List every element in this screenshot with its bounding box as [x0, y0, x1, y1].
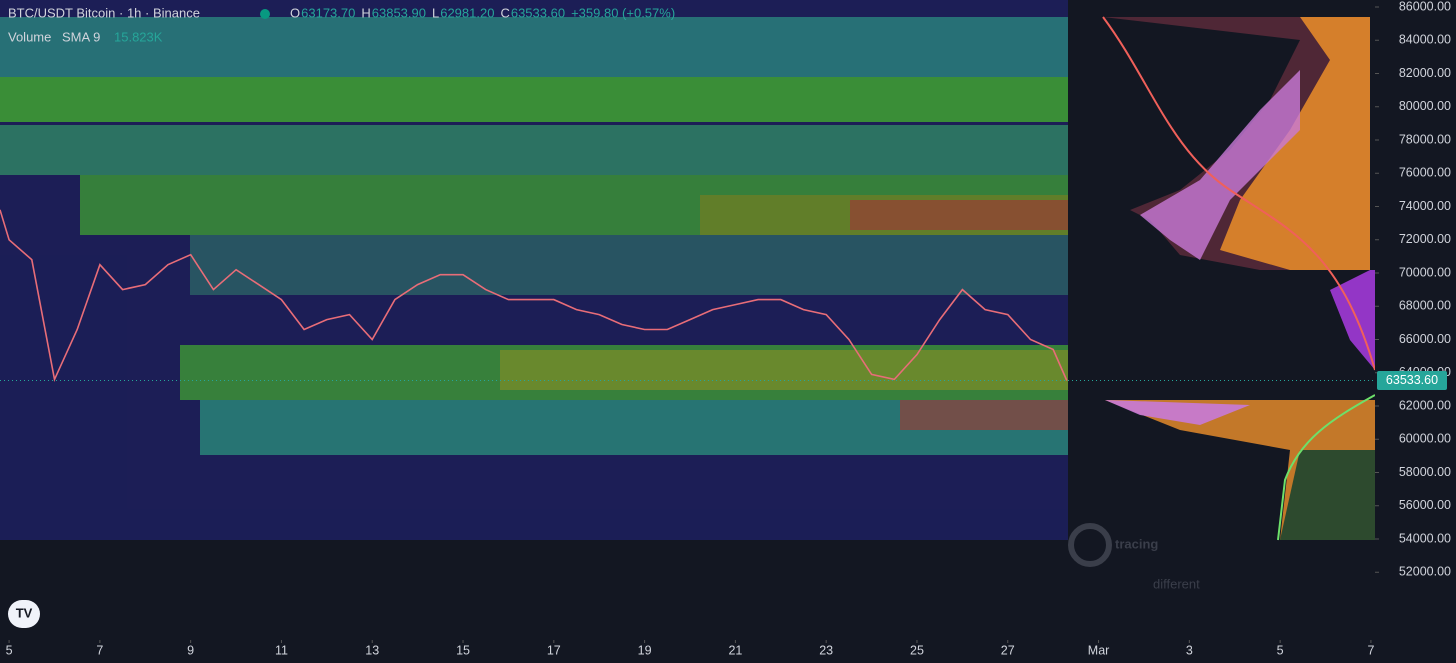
ohlc-value: 63853.90 — [372, 5, 426, 20]
profile-curve — [1102, 16, 1376, 371]
heatmap-band — [0, 77, 1068, 122]
volume-name: Volume — [8, 29, 51, 44]
profile-area — [1330, 270, 1375, 370]
heatmap-band — [0, 17, 1068, 77]
x-tick-label: 9 — [187, 643, 194, 657]
x-tick-label: 11 — [275, 643, 288, 657]
ohlc-key: L — [432, 5, 439, 20]
x-tick-label: Mar — [1088, 643, 1110, 657]
y-tick-label: 80000.00 — [1399, 99, 1451, 113]
ohlc-value: 63533.60 — [511, 5, 565, 20]
x-tick-label: 3 — [1186, 643, 1193, 657]
volume-profile — [1102, 16, 1376, 541]
title: BTC/USDT Bitcoin · 1h · Binance — [8, 5, 200, 20]
x-tick-label: 13 — [365, 643, 379, 657]
heatmap-band — [190, 235, 1068, 295]
y-tick-label: 52000.00 — [1399, 565, 1451, 579]
y-tick-label: 56000.00 — [1399, 498, 1451, 512]
volume-study: SMA 9 — [62, 29, 100, 44]
profile-area — [1105, 400, 1250, 425]
change: +359.80 (+0.57%) — [571, 5, 675, 20]
y-tick-label: 62000.00 — [1399, 398, 1451, 412]
y-tick-label: 68000.00 — [1399, 299, 1451, 313]
profile-area — [1280, 450, 1375, 540]
x-tick-label: 7 — [96, 643, 103, 657]
x-tick-label: 17 — [547, 643, 561, 657]
y-tick-label: 78000.00 — [1399, 132, 1451, 146]
status-dot — [260, 9, 270, 19]
ohlc-value: 62981.20 — [440, 5, 494, 20]
watermark-logo — [1068, 523, 1112, 567]
profile-area — [1140, 70, 1300, 260]
profile-curve — [1277, 394, 1376, 541]
y-tick-label: 82000.00 — [1399, 66, 1451, 80]
heatmap-band — [0, 125, 1068, 175]
y-tick-label: 84000.00 — [1399, 33, 1451, 47]
y-tick-label: 54000.00 — [1399, 531, 1451, 545]
x-tick-label: 5 — [1277, 643, 1284, 657]
heatmap — [0, 0, 1068, 540]
x-tick-label: 5 — [6, 643, 13, 657]
price-line — [0, 209, 1068, 383]
x-tick-label: 25 — [910, 643, 924, 657]
last-price-tag — [1377, 371, 1447, 391]
x-tick-label: 21 — [728, 643, 742, 657]
x-tick-label: 19 — [638, 643, 652, 657]
last-price-text: 63533.60 — [1386, 373, 1438, 387]
ohlc-key: H — [361, 5, 370, 20]
heatmap-band — [500, 350, 1068, 390]
y-tick-label: 86000.00 — [1399, 0, 1451, 13]
x-tick-label: 27 — [1001, 643, 1015, 657]
y-tick-label: 66000.00 — [1399, 332, 1451, 346]
heatmap-band — [900, 400, 1068, 430]
heatmap-band — [850, 200, 1068, 230]
volume-value: 15.823K — [114, 29, 163, 44]
watermark: tracing — [1115, 536, 1158, 551]
y-tick-label: 70000.00 — [1399, 265, 1451, 279]
ohlc-value: 63173.70 — [301, 5, 355, 20]
ohlc-key: O — [290, 5, 300, 20]
x-tick-label: 7 — [1367, 643, 1374, 657]
ohlc-key: C — [500, 5, 509, 20]
tv-logo-text: TV — [16, 605, 33, 620]
watermark: different — [1153, 576, 1200, 591]
y-tick-label: 76000.00 — [1399, 166, 1451, 180]
x-tick-label: 15 — [456, 643, 470, 657]
x-tick-label: 23 — [819, 643, 833, 657]
tv-logo[interactable] — [8, 600, 40, 628]
y-tick-label: 74000.00 — [1399, 199, 1451, 213]
ohlc: O 63173.70 H 63853.90 L 62981.20 C 63533.60 — [290, 5, 565, 20]
y-tick-label: 58000.00 — [1399, 465, 1451, 479]
price-axis — [1375, 0, 1456, 663]
y-tick-label: 72000.00 — [1399, 232, 1451, 246]
y-tick-label: 60000.00 — [1399, 432, 1451, 446]
